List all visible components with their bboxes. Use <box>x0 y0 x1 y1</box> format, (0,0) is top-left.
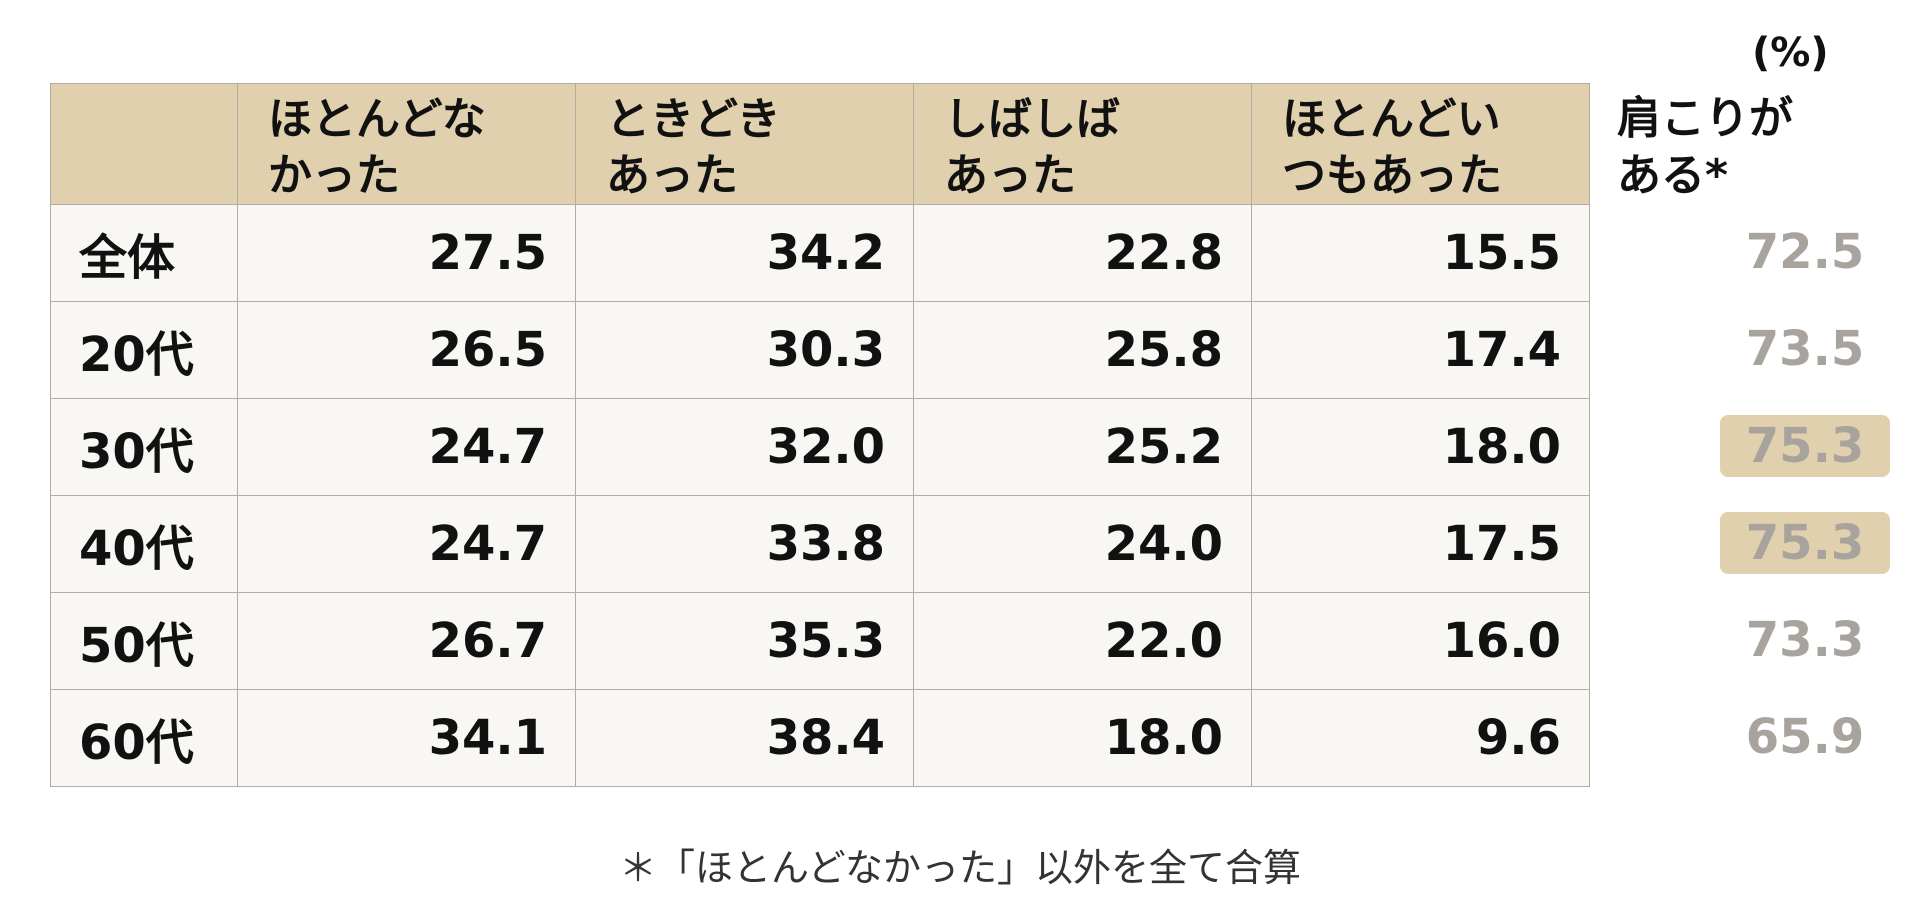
extra-value: 72.5 <box>1745 223 1865 280</box>
column-header-line: つもあった <box>1282 150 1502 201</box>
row-label: 50代 <box>50 592 238 690</box>
data-cell: 35.3 <box>575 592 914 690</box>
data-cell: 16.0 <box>1251 592 1590 690</box>
data-cell: 24.7 <box>237 495 576 593</box>
row-label: 60代 <box>50 689 238 787</box>
data-cell: 24.7 <box>237 398 576 496</box>
extra-value: 65.9 <box>1745 708 1865 765</box>
extra-value-highlighted: 75.3 <box>1720 414 1890 477</box>
extra-header-line: ある* <box>1617 150 1729 201</box>
table-row: 50代 26.7 35.3 22.0 16.0 <box>50 592 1590 690</box>
table-row: 60代 34.1 38.4 18.0 9.6 <box>50 689 1590 787</box>
column-header: ほとんどな かった <box>237 83 576 205</box>
table-row: 40代 24.7 33.8 24.0 17.5 <box>50 495 1590 593</box>
data-cell: 22.0 <box>913 592 1252 690</box>
column-header-line: ほとんどい <box>1282 94 1501 145</box>
table-row: 20代 26.5 30.3 25.8 17.4 <box>50 301 1590 399</box>
table-row: 全体 27.5 34.2 22.8 15.5 <box>50 204 1590 302</box>
data-cell: 25.8 <box>913 301 1252 399</box>
data-cell: 24.0 <box>913 495 1252 593</box>
extra-value: 73.5 <box>1745 320 1865 377</box>
header-row: ほとんどな かった ときどき あった しばしば あった ほとんどい つもあった <box>50 83 1590 205</box>
data-cell: 26.5 <box>237 301 576 399</box>
extra-value: 73.3 <box>1745 611 1865 668</box>
column-header-line: かった <box>268 150 400 201</box>
data-cell: 33.8 <box>575 495 914 593</box>
row-label: 30代 <box>50 398 238 496</box>
row-label: 20代 <box>50 301 238 399</box>
data-cell: 17.5 <box>1251 495 1590 593</box>
data-cell: 32.0 <box>575 398 914 496</box>
row-label: 40代 <box>50 495 238 593</box>
extra-value-highlighted: 75.3 <box>1720 511 1890 574</box>
data-cell: 30.3 <box>575 301 914 399</box>
data-cell: 9.6 <box>1251 689 1590 787</box>
data-cell: 34.2 <box>575 204 914 302</box>
column-header-line: ほとんどな <box>268 94 486 145</box>
column-header: ときどき あった <box>575 83 914 205</box>
data-cell: 27.5 <box>237 204 576 302</box>
data-cell: 15.5 <box>1251 204 1590 302</box>
corner-cell <box>50 83 238 205</box>
data-cell: 22.8 <box>913 204 1252 302</box>
extra-column-header: 肩こりが ある* <box>1617 90 1793 204</box>
table-row: 30代 24.7 32.0 25.2 18.0 <box>50 398 1590 496</box>
data-cell: 17.4 <box>1251 301 1590 399</box>
column-header-line: ときどき <box>606 94 781 145</box>
data-cell: 34.1 <box>237 689 576 787</box>
data-cell: 18.0 <box>1251 398 1590 496</box>
data-cell: 25.2 <box>913 398 1252 496</box>
data-cell: 26.7 <box>237 592 576 690</box>
footnote: ＊「ほとんどなかった」以外を全て合算 <box>618 846 1302 890</box>
column-header: ほとんどい つもあった <box>1251 83 1590 205</box>
unit-label: (%) <box>1752 30 1829 76</box>
column-header-line: あった <box>606 150 738 201</box>
data-cell: 18.0 <box>913 689 1252 787</box>
data-table: ほとんどな かった ときどき あった しばしば あった ほとんどい つもあった … <box>50 83 1590 787</box>
extra-header-line: 肩こりが <box>1617 93 1793 144</box>
table-body: 全体 27.5 34.2 22.8 15.5 20代 26.5 30.3 25.8 17.4 30代… <box>50 204 1590 787</box>
row-label: 全体 <box>50 204 238 302</box>
column-header: しばしば あった <box>913 83 1252 205</box>
column-header-line: あった <box>944 150 1076 201</box>
column-header-line: しばしば <box>944 94 1120 145</box>
data-cell: 38.4 <box>575 689 914 787</box>
